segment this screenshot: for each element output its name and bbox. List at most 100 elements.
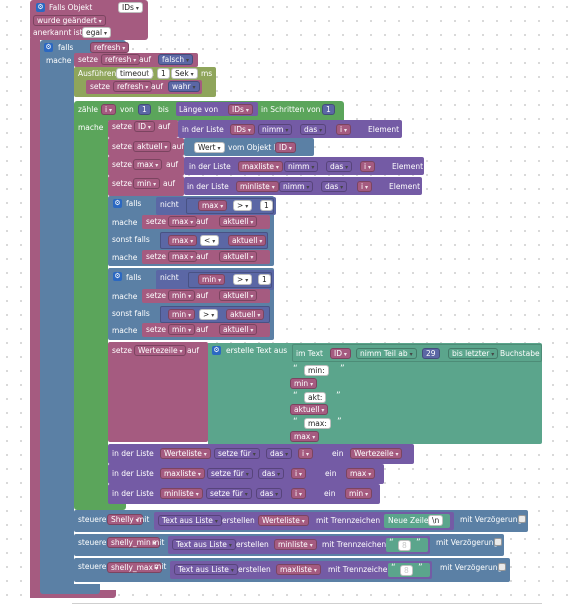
set-for-dropdown[interactable]: setze für xyxy=(207,468,253,479)
text-min-field[interactable]: min: xyxy=(304,365,329,376)
compare-num[interactable]: 1 xyxy=(260,200,273,211)
set-wertezeile-block[interactable] xyxy=(108,342,208,442)
list-var[interactable]: Werteliste xyxy=(258,515,309,526)
false-value-dropdown[interactable]: falsch xyxy=(158,54,194,65)
compare-op[interactable]: > xyxy=(199,309,219,320)
set-min-var[interactable]: min xyxy=(133,178,161,189)
list-var[interactable]: minliste xyxy=(236,181,279,192)
count-start-field[interactable]: 1 xyxy=(138,104,151,115)
set-value-var[interactable]: aktuell xyxy=(219,251,258,262)
set-value-var[interactable]: aktuell xyxy=(219,324,258,335)
delay-checkbox[interactable] xyxy=(518,515,526,523)
list-var[interactable]: maxliste xyxy=(276,564,321,575)
list-var[interactable]: IDs xyxy=(230,124,255,135)
compare-var[interactable]: max xyxy=(198,200,228,211)
count-step-field[interactable]: 1 xyxy=(322,104,335,115)
compare-var[interactable]: min xyxy=(198,274,226,285)
compare-var[interactable]: aktuell xyxy=(226,309,265,320)
value-var[interactable]: Wertezeile xyxy=(350,448,403,459)
timeout-name-field[interactable]: timeout xyxy=(116,68,154,79)
index-var[interactable]: i xyxy=(298,448,314,459)
compare-op[interactable]: > xyxy=(233,200,253,211)
object-id-var[interactable]: ID xyxy=(275,142,296,153)
set-value-var[interactable]: aktuell xyxy=(219,216,258,227)
trigger-changed-dropdown[interactable]: wurde geändert xyxy=(33,15,106,26)
index-var[interactable]: i xyxy=(336,124,352,135)
value-var[interactable]: min xyxy=(345,488,373,499)
trigger-ack-dropdown[interactable]: egal xyxy=(82,27,111,38)
text-akt-field[interactable]: akt: xyxy=(304,392,327,403)
take-dropdown[interactable]: nimm xyxy=(258,124,293,135)
length-list-var[interactable]: IDs xyxy=(228,104,253,115)
set-for-dropdown[interactable]: setze für xyxy=(214,448,260,459)
text-from-list-dropdown[interactable]: Text aus Liste xyxy=(174,564,238,575)
control-target-var[interactable]: shelly_min xyxy=(107,537,160,548)
control-target-var[interactable]: Shelly xyxy=(107,514,143,525)
if-min-gear-icon[interactable]: ⚙ xyxy=(113,272,122,281)
set-value-var[interactable]: aktuell xyxy=(219,290,258,301)
list-var[interactable]: minliste xyxy=(274,539,317,550)
delay-checkbox[interactable] xyxy=(498,563,506,571)
set-wertezeile-var[interactable]: Wertezeile xyxy=(134,345,187,356)
set-max-var[interactable]: max xyxy=(133,159,163,170)
var-max[interactable]: max xyxy=(290,431,320,442)
list-var[interactable]: maxliste xyxy=(238,161,283,172)
if-refresh-gear-icon[interactable]: ⚙ xyxy=(44,43,53,52)
timeout-unit-dropdown[interactable]: Sek xyxy=(171,68,198,79)
take-dropdown[interactable]: nimm xyxy=(284,161,319,172)
var-aktuell[interactable]: aktuell xyxy=(290,404,329,415)
take-dropdown[interactable]: nimm xyxy=(279,181,314,192)
set-ID-var[interactable]: ID xyxy=(134,121,155,132)
set-var[interactable]: max xyxy=(168,216,198,227)
text-max-field[interactable]: max: xyxy=(304,418,331,429)
text-from-list-dropdown[interactable]: Text aus Liste xyxy=(172,539,236,550)
text-from-list-dropdown[interactable]: Text aus Liste xyxy=(158,515,222,526)
compare-op[interactable]: > xyxy=(233,274,253,285)
value-dropdown[interactable]: Wert xyxy=(194,142,225,153)
set-var[interactable]: min xyxy=(168,324,196,335)
set-refresh-var[interactable]: refresh xyxy=(101,54,141,65)
text-id-var[interactable]: ID xyxy=(330,348,351,359)
if-refresh-var[interactable]: refresh xyxy=(90,42,130,53)
index-var[interactable]: i xyxy=(291,468,307,479)
trigger-ids-dropdown[interactable]: IDs xyxy=(118,2,143,13)
timeout-amount-field[interactable]: 1 xyxy=(157,68,170,79)
until-dropdown[interactable]: bis letzter xyxy=(448,348,499,359)
list-var[interactable]: minliste xyxy=(160,488,203,499)
var-min[interactable]: min xyxy=(290,378,318,389)
newline-code[interactable]: \n xyxy=(428,515,444,526)
which-dropdown[interactable]: das xyxy=(326,161,353,172)
true-value-dropdown[interactable]: wahr xyxy=(168,81,200,92)
which-dropdown[interactable]: das xyxy=(266,448,293,459)
delay-checkbox[interactable] xyxy=(494,538,502,546)
set-aktuell-var[interactable]: aktuell xyxy=(133,141,172,152)
index-var[interactable]: i xyxy=(357,181,373,192)
which-dropdown[interactable]: das xyxy=(256,488,283,499)
separator-field[interactable]: 8 xyxy=(400,565,413,576)
value-var[interactable]: max xyxy=(346,468,376,479)
compare-var[interactable]: aktuell xyxy=(228,235,267,246)
set-for-dropdown[interactable]: setze für xyxy=(206,488,252,499)
list-var[interactable]: maxliste xyxy=(160,468,205,479)
compare-var[interactable]: min xyxy=(168,309,196,320)
compare-var[interactable]: max xyxy=(168,235,198,246)
trigger-gear-icon[interactable]: ⚙ xyxy=(36,3,45,12)
count-var[interactable]: i xyxy=(101,104,117,115)
which-dropdown[interactable]: das xyxy=(258,468,285,479)
set-refresh-var[interactable]: refresh xyxy=(113,81,153,92)
index-var[interactable]: i xyxy=(291,488,307,499)
if-max-gear-icon[interactable]: ⚙ xyxy=(113,199,122,208)
which-dropdown[interactable]: das xyxy=(300,124,327,135)
create-text-gear-icon[interactable]: ⚙ xyxy=(212,346,221,355)
set-var[interactable]: max xyxy=(168,251,198,262)
compare-op[interactable]: < xyxy=(200,235,220,246)
index-var[interactable]: i xyxy=(360,161,376,172)
take-part-dropdown[interactable]: nimm Teil ab xyxy=(356,348,417,359)
control-target-var[interactable]: shelly_max xyxy=(107,562,162,573)
from-number[interactable]: 29 xyxy=(422,348,440,359)
which-dropdown[interactable]: das xyxy=(321,181,348,192)
list-var[interactable]: Werteliste xyxy=(160,448,211,459)
compare-num[interactable]: 1 xyxy=(258,274,271,285)
separator-field[interactable]: 8 xyxy=(398,540,411,551)
